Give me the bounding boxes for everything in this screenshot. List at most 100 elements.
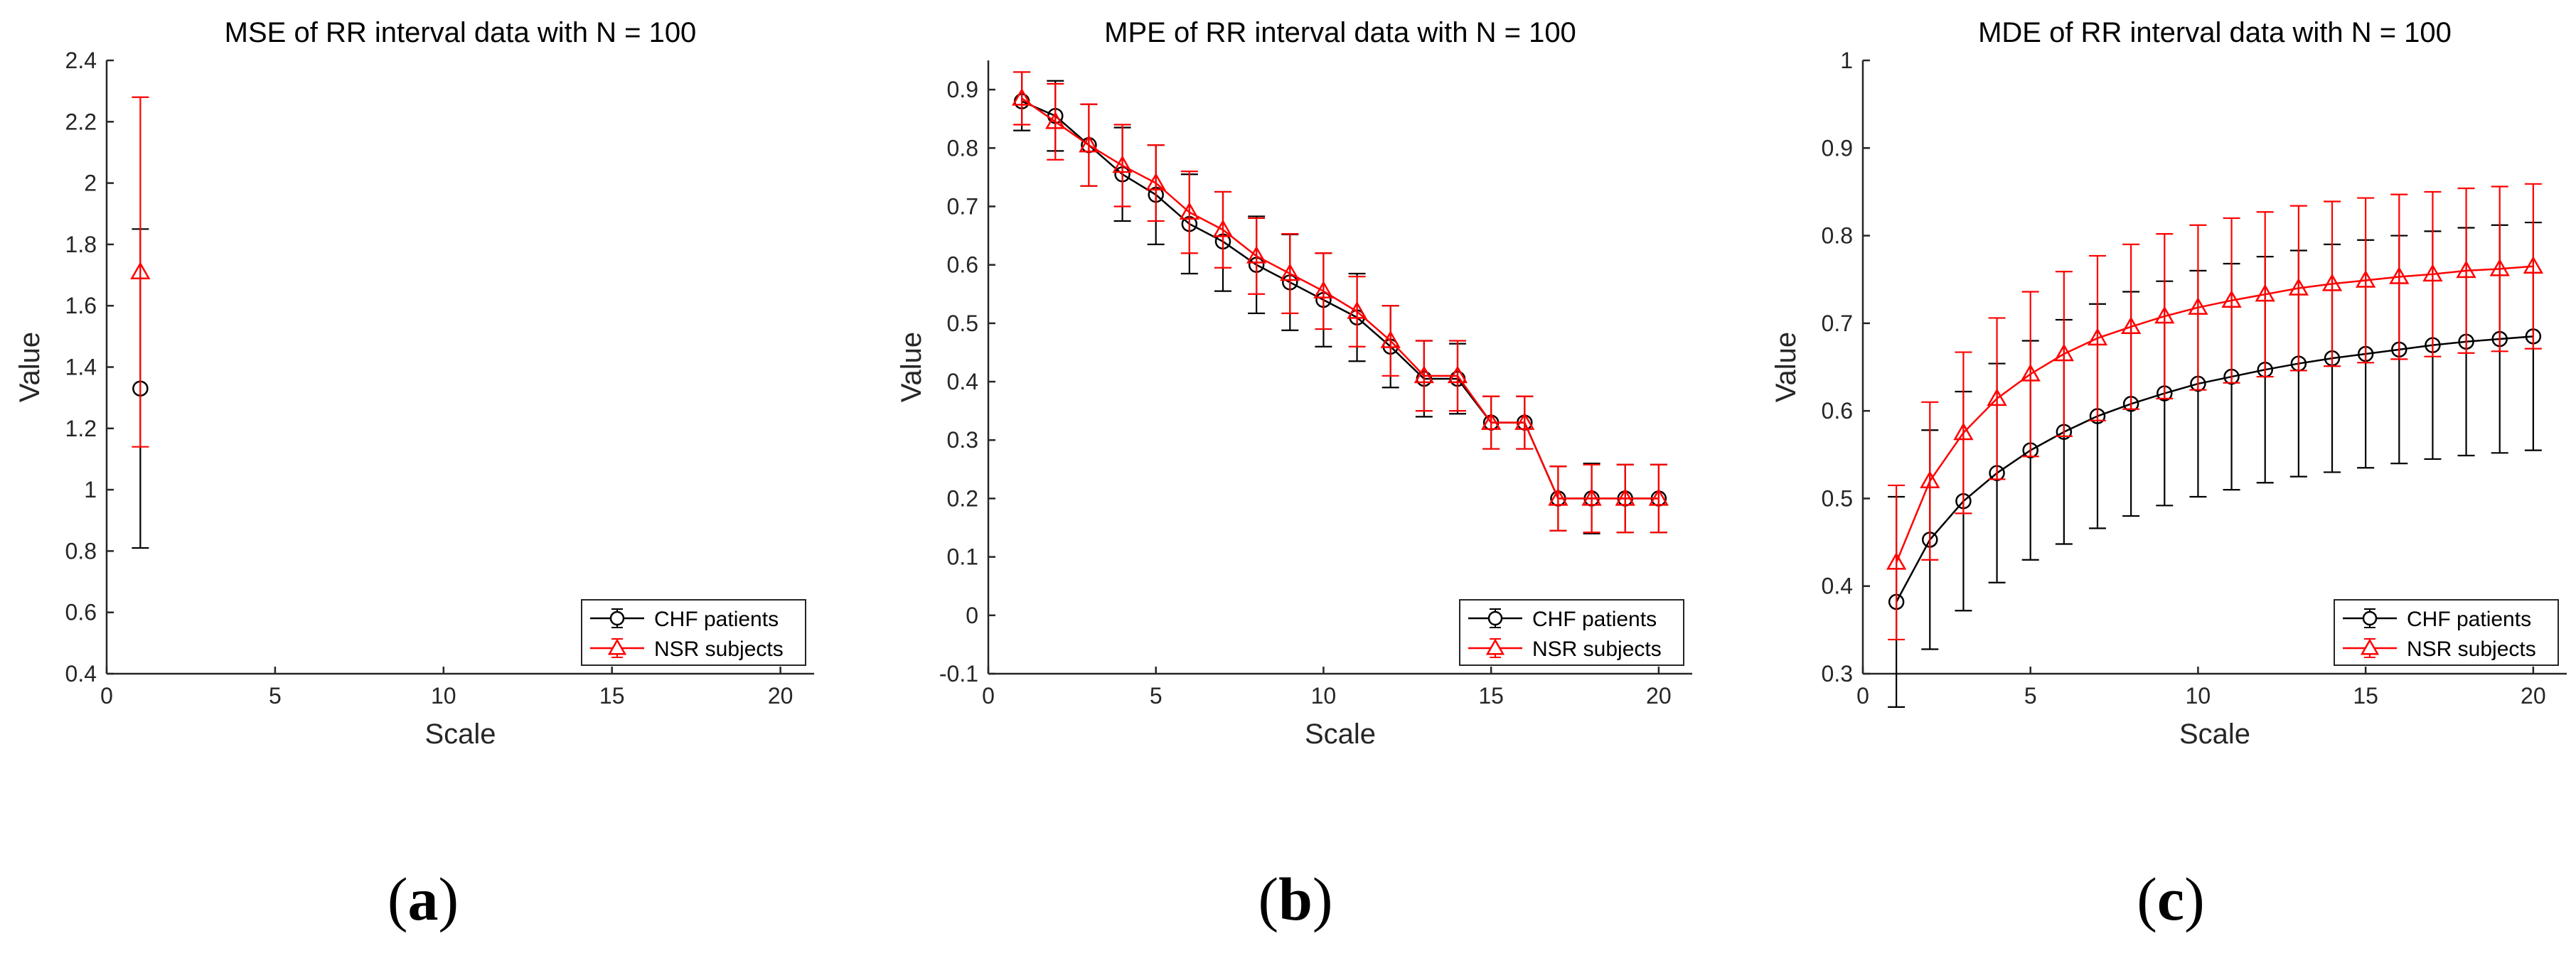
y-tick-label: 1.2	[65, 416, 97, 441]
data-point	[2456, 260, 2476, 279]
data-point	[2087, 328, 2108, 346]
y-tick-label: 1.4	[65, 355, 97, 380]
x-tick-label: 5	[1150, 683, 1163, 709]
y-tick-label: 0.4	[65, 661, 97, 687]
data-point	[1280, 263, 1300, 281]
x-tick-label: 20	[768, 683, 793, 709]
y-axis-label: Value	[896, 332, 927, 402]
y-tick-label: 2	[84, 171, 97, 196]
data-point	[1011, 87, 1032, 106]
data-point	[2389, 266, 2410, 284]
data-point	[2221, 290, 2242, 308]
y-tick-label: 1.6	[65, 293, 97, 318]
y-tick-label: 0.9	[1822, 135, 1853, 161]
legend-item-chf: CHF patients	[1468, 608, 1657, 631]
x-tick-label: 10	[1311, 683, 1337, 709]
legend-marker	[607, 638, 627, 655]
legend-marker	[2362, 610, 2378, 626]
legend: CHF patients NSR subjects	[1459, 599, 1684, 666]
data-point	[2020, 363, 2041, 382]
y-tick-label: 0.1	[947, 544, 978, 570]
legend-item-chf: CHF patients	[590, 608, 779, 631]
x-tick-label: 0	[1856, 683, 1869, 709]
data-point	[2321, 273, 2343, 291]
x-tick-label: 10	[431, 683, 456, 709]
sub-label-c: (c)	[2137, 865, 2205, 933]
y-tick-label: 1	[1840, 48, 1853, 73]
y-tick-label: 0.5	[947, 311, 978, 336]
chart-title: MSE of RR interval data with N = 100	[225, 17, 697, 48]
y-tick-label: 0.5	[1822, 485, 1853, 511]
y-tick-label: 2.4	[65, 48, 97, 73]
data-point	[1514, 412, 1535, 430]
y-tick-label: 0.2	[947, 485, 978, 511]
x-tick-label: 5	[269, 683, 282, 709]
data-point	[1920, 470, 1940, 489]
data-point	[1212, 219, 1234, 237]
y-tick-label: 0.4	[947, 369, 978, 394]
chart-2: MPE of RR interval data with N = 100 0 5 10…	[896, 17, 1692, 750]
x-tick-label: 15	[599, 683, 625, 709]
x-axis-label: Scale	[424, 718, 496, 750]
data-point	[1413, 365, 1435, 384]
legend-marker	[1485, 638, 1505, 655]
legend-label: NSR subjects	[2407, 637, 2536, 661]
data-point	[1953, 422, 1974, 441]
data-point	[1648, 488, 1669, 506]
legend-label: CHF patients	[2407, 608, 2531, 631]
data-point	[1246, 245, 1267, 264]
y-tick-label: -0.1	[939, 661, 978, 687]
data-point	[1548, 488, 1568, 506]
plot-area	[988, 60, 1692, 674]
legend-item-chf: CHF patients	[2343, 608, 2531, 631]
plot-area	[1863, 60, 2567, 674]
data-point	[1886, 551, 1907, 570]
y-tick-label: 0.8	[947, 135, 978, 161]
data-point	[1313, 281, 1334, 298]
data-point	[1380, 330, 1401, 348]
y-tick-label: 1.8	[65, 232, 97, 257]
y-axis-label: Value	[14, 332, 46, 402]
data-point	[1179, 202, 1200, 220]
data-point	[2355, 269, 2376, 288]
x-axis-label: Scale	[2179, 718, 2250, 750]
chart-title: MPE of RR interval data with N = 100	[1104, 17, 1576, 48]
y-tick-label: 1	[84, 477, 97, 502]
data-point	[1447, 365, 1468, 384]
legend-marker	[609, 610, 625, 626]
data-point	[1347, 301, 1367, 319]
x-tick-label: 20	[1646, 683, 1672, 709]
y-tick-label: 2.2	[65, 109, 97, 134]
legend-item-nsr: NSR subjects	[1468, 637, 1662, 661]
y-tick-label: 0.4	[1822, 574, 1853, 599]
x-axis-label: Scale	[1305, 718, 1376, 750]
legend-label: NSR subjects	[1532, 637, 1662, 661]
y-axis-label: Value	[1770, 332, 1802, 402]
y-tick-label: 0.7	[947, 193, 978, 219]
data-point	[2053, 343, 2075, 362]
y-tick-label: 0.7	[1822, 311, 1853, 336]
y-tick-label: 0.6	[947, 252, 978, 278]
data-point	[1480, 412, 1502, 430]
data-point	[2120, 316, 2142, 335]
data-point	[2288, 278, 2309, 296]
y-tick-label: 0.3	[947, 427, 978, 453]
y-tick-label: 0.8	[65, 538, 97, 564]
legend: CHF patients NSR subjects	[2334, 599, 2559, 666]
y-tick-label: 0.9	[947, 77, 978, 102]
data-point	[1112, 155, 1133, 173]
plot-area	[107, 60, 814, 674]
data-point	[130, 262, 151, 279]
x-tick-label: 10	[2186, 683, 2211, 709]
y-tick-label: 0.6	[65, 600, 97, 625]
data-point	[2154, 306, 2175, 324]
legend-label: NSR subjects	[654, 637, 784, 661]
data-point	[1987, 388, 2007, 407]
legend-marker	[2360, 638, 2380, 655]
x-tick-label: 0	[100, 683, 113, 709]
series-nsr	[1011, 71, 1669, 534]
y-tick-label: 0.8	[1822, 223, 1853, 249]
